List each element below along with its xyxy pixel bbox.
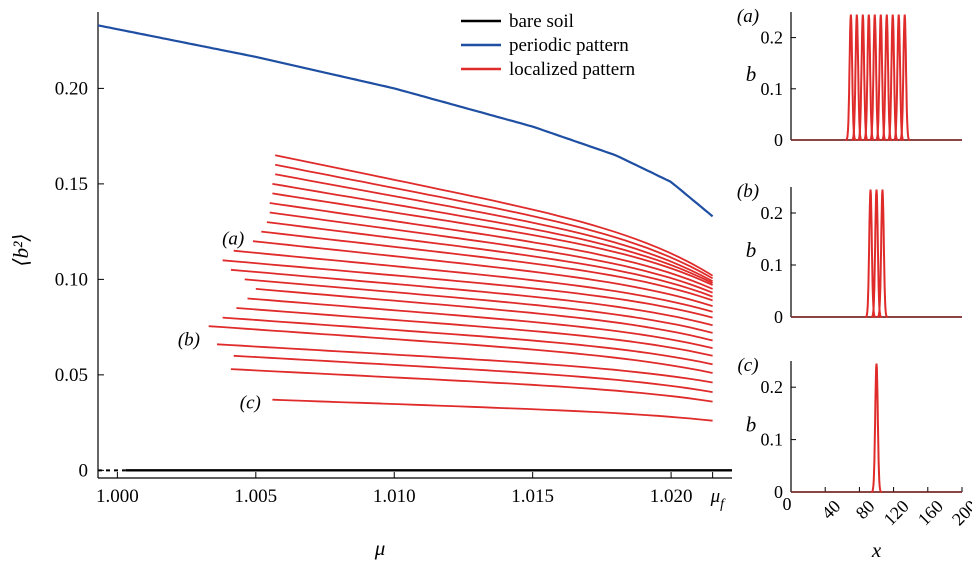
x-tick-label: 1.005 [234,486,277,507]
main-panel: 1.000 1.005 1.010 1.015 1.020 μf 0 0.05 0.10 0.15… [9,11,732,560]
inset-y-tick-label: 0 [774,130,783,150]
localized-pattern-branch [236,307,713,357]
profile-spike [870,189,883,318]
localized-pattern-branch [266,221,713,298]
localized-pattern-branch [261,230,713,302]
y-tick-label: 0.05 [55,365,88,386]
y-tick-label: 0 [79,460,89,481]
y-tick-label: 0.20 [55,78,88,99]
inset-y-tick-label: 0 [774,307,783,327]
localized-pattern-branch [222,316,713,366]
profile-spike [869,14,881,141]
inset-x-tick-label: 40 [818,496,845,523]
inset-x-tick-label: 200 [948,496,972,529]
inset-y-tick-label: 0 [774,482,783,502]
profile-spike [863,14,875,141]
localized-pattern-branch [275,173,714,283]
inset-y-tick-label: 0.1 [761,430,784,450]
inset-panel-a: 0 0.1 0.2(a) b [737,6,962,150]
localized-pattern-branch [216,343,713,384]
profile-spike [876,189,889,318]
inset-y-tick-label: 0.2 [761,377,784,397]
localized-pattern-branch [272,398,713,422]
inset-x-tick-label: 120 [880,496,913,529]
localized-pattern-branch [233,354,713,393]
localized-pattern-branch [233,249,713,313]
x-tick-label-mu-f: μf [710,486,727,512]
localized-pattern-branch [208,325,713,374]
legend-label: bare soil [509,11,574,32]
localized-pattern-branch [269,211,713,294]
inset-y-axis-title: b [746,62,757,86]
inset-y-tick-label: 0.2 [761,28,784,48]
inset-panel-b: 0 0.1 0.2(b) b [737,181,962,327]
legend-label: localized pattern [509,59,636,80]
inset-x-tick-label: 80 [852,496,879,523]
profile-spike [881,14,893,141]
y-tick-label: 0.15 [55,174,88,195]
inset-y-tick-label: 0.1 [761,79,784,99]
profile-spike [875,14,887,141]
inset-panel-label: (c) [737,355,758,376]
localized-pattern-branch [222,259,713,319]
inset-panel-label: (b) [737,181,759,202]
x-tick-label: 1.020 [650,486,693,507]
branch-annotation: (b) [178,330,200,351]
profile-spike [864,189,877,318]
branch-annotation: (a) [222,228,244,249]
profile-spike [857,14,869,141]
x-axis-title: μ [374,536,386,560]
localized-pattern-branch [269,202,713,290]
y-tick-label: 0.10 [55,269,88,290]
profile-spike [851,14,863,141]
x-tick-label: 1.000 [96,486,139,507]
x-tick-label: 1.015 [511,486,554,507]
inset-y-tick-label: 0.2 [761,203,784,223]
localized-pattern-branch [244,278,713,334]
profile-spike [845,14,857,141]
inset-y-axis-title: b [746,413,757,437]
inset-panel-c: 0 0.1 0.2 0 40 80 120 160 200 x (c) b [737,355,972,562]
y-axis-title: ⟨b²⟩ [9,233,33,266]
inset-y-axis-title: b [746,238,757,262]
localized-pattern-branch [275,154,714,277]
localized-pattern-branch [275,163,714,280]
inset-x-axis-title: x [871,538,882,562]
inset-x-tick-label: 0 [783,494,792,514]
inset-panel-label: (a) [737,6,759,27]
profile-spike [887,14,899,141]
inset-x-tick-label: 160 [914,496,947,529]
profile-spike [870,363,883,493]
localized-pattern-branch [247,297,713,349]
profile-spike [899,14,911,141]
legend: bare soil periodic pattern localized patte… [461,11,636,80]
localized-pattern-branch [255,288,713,342]
localized-pattern-branch [272,192,713,286]
x-tick-label: 1.010 [373,486,416,507]
localized-pattern-branch [272,183,713,285]
profile-spike [893,14,905,141]
localized-pattern-branch [230,268,713,327]
periodic-pattern-line [97,24,714,218]
inset-y-tick-label: 0.1 [761,255,784,275]
branch-annotation: (c) [240,393,261,414]
localized-pattern-branch [252,240,713,307]
localized-pattern-branch [230,368,713,403]
legend-label: periodic pattern [509,35,629,56]
